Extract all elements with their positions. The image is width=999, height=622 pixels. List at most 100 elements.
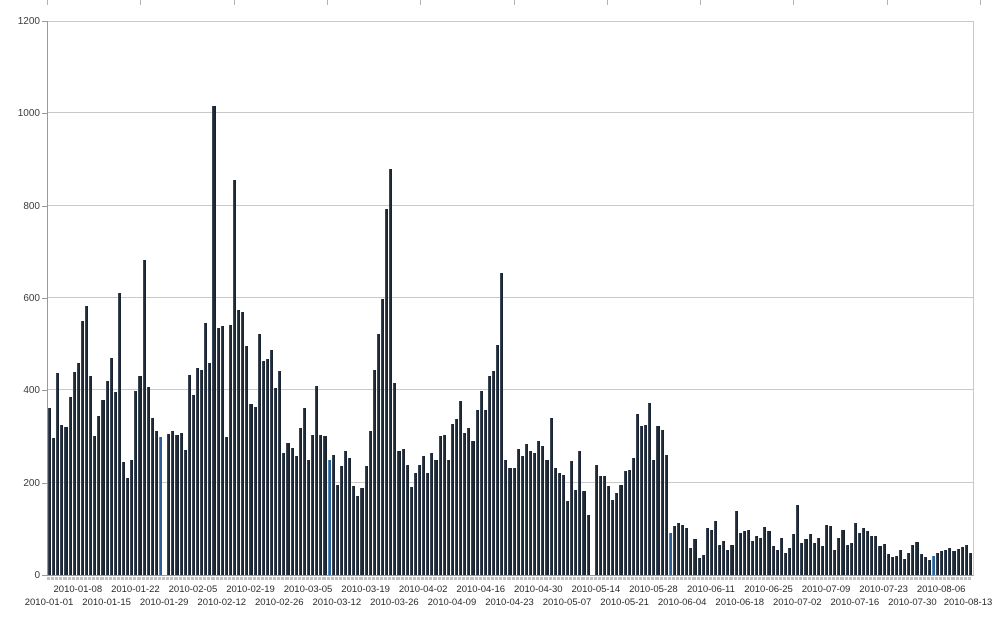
x-axis-tick	[71, 577, 75, 580]
x-axis-tick	[297, 577, 301, 580]
bar	[635, 414, 639, 575]
ruler-tick	[514, 0, 515, 5]
bar	[574, 489, 578, 575]
bar	[204, 323, 208, 575]
x-axis-tick	[758, 577, 762, 580]
x-axis-tick	[343, 577, 347, 580]
bar	[138, 376, 142, 575]
bar	[282, 453, 286, 575]
x-axis-tick	[236, 577, 240, 580]
bar	[483, 409, 487, 575]
x-axis-tick	[519, 577, 523, 580]
x-axis-tick	[112, 577, 116, 580]
x-axis-tick	[269, 577, 273, 580]
x-axis-tick	[466, 577, 470, 580]
x-axis-tick	[301, 577, 305, 580]
x-axis-tick	[186, 577, 190, 580]
bar	[257, 334, 261, 575]
x-axis-tick	[939, 577, 943, 580]
bar	[948, 548, 952, 575]
x-axis-tick	[865, 577, 869, 580]
bar	[611, 499, 615, 575]
bar	[870, 536, 874, 575]
bar	[101, 399, 105, 575]
bar	[841, 529, 845, 575]
bar	[122, 461, 126, 575]
bar	[714, 521, 718, 575]
bar	[487, 375, 491, 575]
bar	[179, 432, 183, 575]
x-axis-tick	[770, 577, 774, 580]
bar	[93, 436, 97, 575]
bar	[150, 418, 154, 575]
y-axis-label: 800	[23, 200, 40, 212]
bar	[623, 471, 627, 575]
x-axis-label: 2010-04-30	[513, 584, 563, 595]
bar	[253, 406, 257, 575]
bar	[944, 549, 948, 575]
bar	[323, 436, 327, 575]
x-axis-tick	[211, 577, 215, 580]
bar	[422, 456, 426, 575]
bar	[960, 547, 964, 575]
x-axis-tick	[815, 577, 819, 580]
x-axis-tick	[330, 577, 334, 580]
x-axis-tick	[918, 577, 922, 580]
bar	[640, 426, 644, 575]
bar	[631, 457, 635, 575]
x-axis-tick	[532, 577, 536, 580]
x-axis-label: 2010-07-23	[859, 584, 908, 595]
x-axis-tick	[869, 577, 873, 580]
x-axis-tick	[445, 577, 449, 580]
x-axis-tick	[577, 577, 581, 580]
y-axis-tick	[42, 482, 47, 484]
x-axis-tick	[92, 577, 96, 580]
bar	[385, 208, 389, 575]
x-axis-tick	[807, 577, 811, 580]
x-axis-tick	[852, 577, 856, 580]
x-axis-tick	[836, 577, 840, 580]
bar	[237, 309, 241, 575]
y-axis-label: 200	[23, 477, 40, 489]
bar	[418, 464, 422, 575]
x-axis-label: 2010-04-02	[398, 584, 448, 595]
x-axis-tick	[264, 577, 268, 580]
bar	[360, 487, 364, 575]
x-axis-tick	[688, 577, 692, 580]
x-axis-tick	[355, 577, 359, 580]
x-axis-tick	[310, 577, 314, 580]
x-axis-tick	[129, 577, 133, 580]
bar	[245, 346, 249, 575]
x-axis-tick	[248, 577, 252, 580]
bar	[401, 449, 405, 575]
x-axis-tick	[610, 577, 614, 580]
x-axis-tick	[523, 577, 527, 580]
x-axis-tick	[819, 577, 823, 580]
bar	[142, 259, 146, 575]
x-axis-tick	[565, 577, 569, 580]
x-axis-label: 2010-03-26	[370, 597, 419, 608]
x-axis-tick	[96, 577, 100, 580]
bar	[265, 359, 269, 575]
x-axis-tick	[158, 577, 162, 580]
x-axis-tick	[745, 577, 749, 580]
x-axis-tick	[811, 577, 815, 580]
x-axis-tick	[486, 577, 490, 580]
x-axis-tick	[824, 577, 828, 580]
x-axis-tick	[145, 577, 149, 580]
x-axis-tick	[289, 577, 293, 580]
bar	[208, 362, 212, 575]
bar	[307, 459, 311, 575]
bar-highlighted	[159, 436, 163, 575]
bar	[911, 545, 915, 575]
x-axis-tick	[359, 577, 363, 580]
bar	[471, 441, 475, 575]
bar	[907, 552, 911, 575]
bar	[866, 531, 870, 575]
x-axis-tick	[314, 577, 318, 580]
x-axis-tick	[215, 577, 219, 580]
bar	[64, 427, 68, 575]
bar	[738, 533, 742, 575]
bar	[586, 514, 590, 575]
bar	[648, 402, 652, 575]
